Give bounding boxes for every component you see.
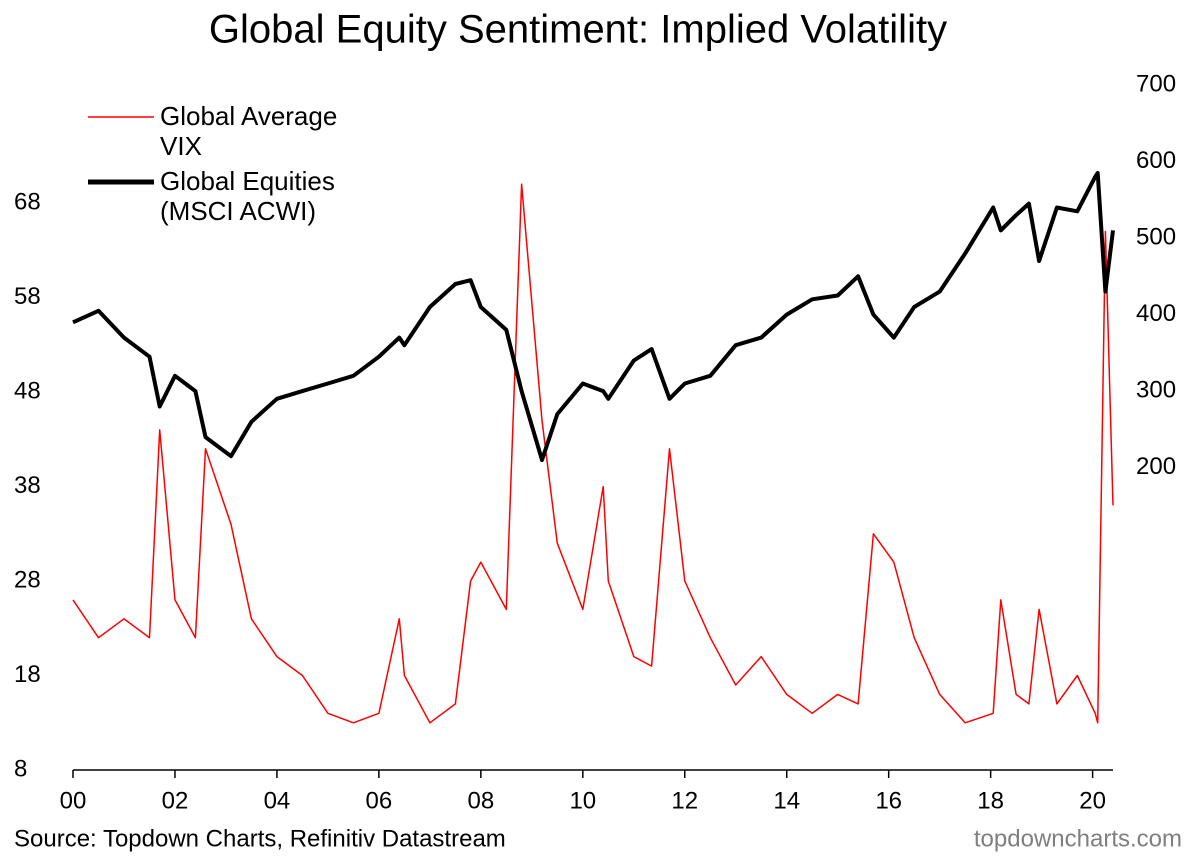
legend-label: Global Average VIX — [160, 101, 338, 161]
y2-tick-label: 700 — [1136, 70, 1176, 97]
y-tick-label: 48 — [14, 377, 41, 404]
x-tick-label: 10 — [569, 787, 596, 814]
y2-tick-label: 600 — [1136, 147, 1176, 174]
y-tick-label: 8 — [14, 755, 27, 782]
x-tick-label: 16 — [875, 787, 902, 814]
y2-tick-label: 200 — [1136, 453, 1176, 480]
legend-label: Global Equities (MSCI ACWI) — [160, 166, 335, 226]
x-tick-label: 20 — [1079, 787, 1106, 814]
x-tick-label: 12 — [671, 787, 698, 814]
y-tick-label: 38 — [14, 472, 41, 499]
series-line — [72, 171, 1115, 462]
y-tick-label: 58 — [14, 283, 41, 310]
y-tick-label: 18 — [14, 661, 41, 688]
y-tick-label: 28 — [14, 566, 41, 593]
y-tick-label: 68 — [14, 188, 41, 215]
x-tick-label: 18 — [977, 787, 1004, 814]
watermark: topdowncharts.com — [974, 825, 1182, 852]
y2-tick-label: 500 — [1136, 223, 1176, 250]
chart-title: Global Equity Sentiment: Implied Volatil… — [209, 8, 947, 52]
x-tick-label: 02 — [162, 787, 189, 814]
y2-tick-label: 400 — [1136, 300, 1176, 327]
y2-tick-label: 300 — [1136, 376, 1176, 403]
x-tick-label: 08 — [467, 787, 494, 814]
x-tick-label: 06 — [366, 787, 393, 814]
x-tick-label: 04 — [264, 787, 291, 814]
x-tick-label: 14 — [773, 787, 800, 814]
series-line — [72, 183, 1114, 724]
x-tick-label: 00 — [60, 787, 87, 814]
source-note: Source: Topdown Charts, Refinitiv Datast… — [14, 825, 506, 852]
